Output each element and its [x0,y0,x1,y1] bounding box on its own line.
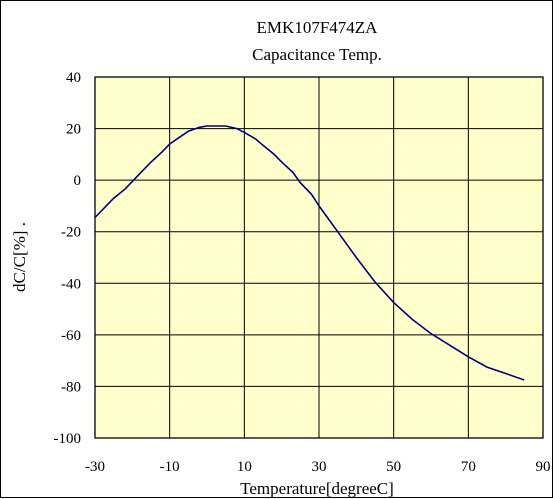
x-tick-label: 90 [536,459,551,475]
y-tick-labels: -100 -80 -60 -40 -20 0 20 40 [54,70,82,447]
x-tick-labels: -30 -10 10 30 50 70 90 [85,459,551,475]
x-tick-label: -10 [160,459,180,475]
y-tick-label: 40 [66,70,81,86]
series-line [94,125,525,381]
y-axis-title: dC/C[%] . [10,222,29,292]
x-tick-label: 30 [312,459,327,475]
y-tick-label: -40 [61,276,81,292]
x-tick-label: -30 [85,459,105,475]
x-tick-label: 10 [237,459,252,475]
y-tick-label: -20 [61,225,81,241]
y-tick-label: -60 [61,328,81,344]
x-tick-label: 50 [386,459,401,475]
x-axis-title: Temperature[degreeC] [240,479,394,498]
y-tick-label: -100 [54,431,82,447]
grid-lines [94,76,544,439]
chart-title: EMK107F474ZA [257,18,379,37]
y-tick-label: 0 [74,173,82,189]
chart-subtitle: Capacitance Temp. [252,45,382,64]
y-tick-label: 20 [66,122,81,138]
x-tick-label: 70 [461,459,476,475]
y-tick-label: -80 [61,379,81,395]
